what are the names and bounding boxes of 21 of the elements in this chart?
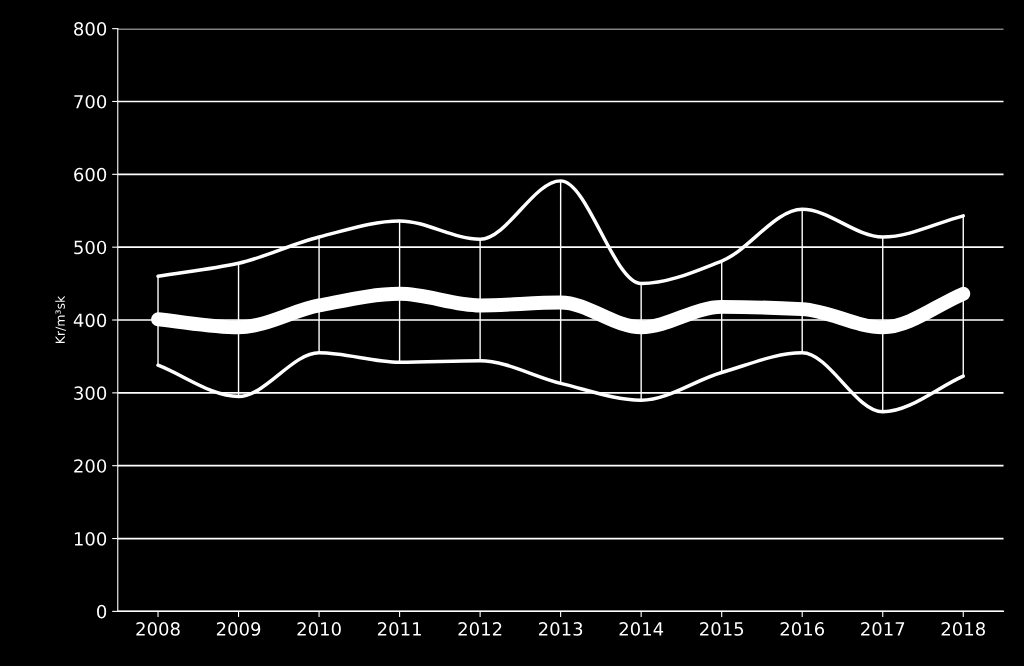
x-tick-label: 2012	[458, 622, 502, 636]
x-tick-label: 2018	[941, 622, 985, 636]
y-tick-label: 0	[97, 604, 107, 619]
x-tick-label: 2011	[377, 622, 421, 636]
x-tick-label: 2016	[780, 622, 825, 636]
x-tick-label: 2009	[216, 622, 261, 636]
x-tick-label: 2013	[538, 622, 583, 636]
y-tick-label: 200	[74, 459, 107, 473]
x-tick-label: 2014	[619, 622, 664, 636]
y-tick-label: 700	[74, 94, 107, 109]
y-tick-label: 100	[74, 532, 107, 546]
x-tick-label: 2010	[297, 622, 341, 636]
x-tick-label: 2017	[861, 622, 905, 636]
y-axis-title: Kr/m³sk	[55, 295, 66, 344]
y-tick-label: 300	[74, 386, 107, 400]
x-tick-label: 2008	[136, 622, 180, 636]
y-tick-label: 800	[74, 22, 107, 36]
x-tick-label: 2015	[700, 622, 744, 636]
y-tick-label: 400	[73, 313, 107, 328]
y-tick-label: 500	[74, 240, 107, 255]
y-tick-label: 600	[74, 167, 107, 182]
